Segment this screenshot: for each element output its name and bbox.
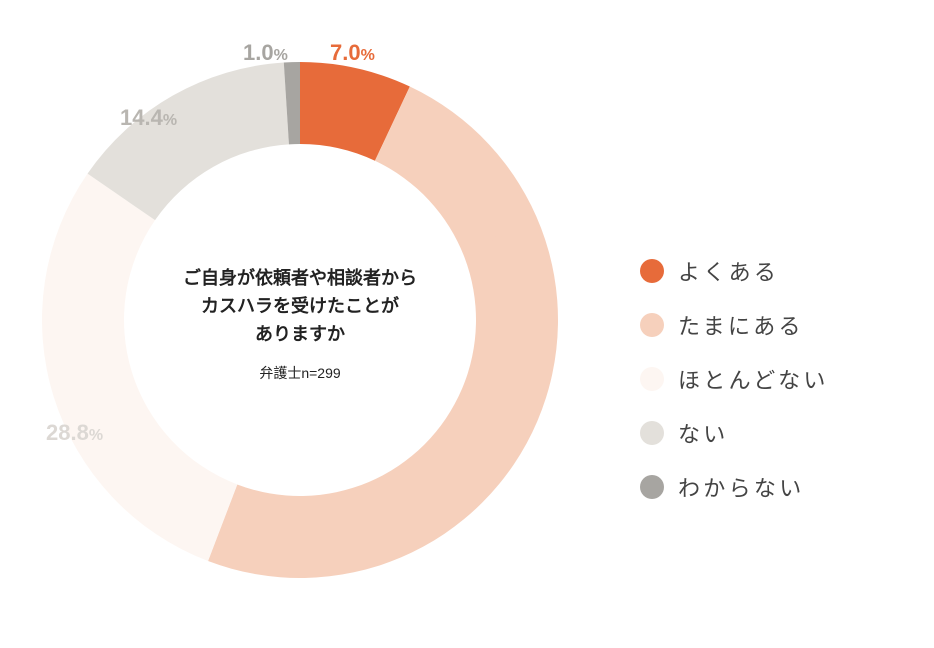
slice-label-4: 1.0% bbox=[243, 40, 288, 66]
legend-swatch-icon bbox=[640, 313, 664, 337]
chart-center-caption: ご自身が依頼者や相談者からカスハラを受けたことがありますか 弁護士n=299 bbox=[130, 265, 470, 383]
legend-label: わからない bbox=[678, 471, 805, 503]
legend-item-2: ほとんどない bbox=[640, 363, 829, 395]
chart-title-line: ご自身が依頼者や相談者から bbox=[130, 265, 470, 293]
legend-swatch-icon bbox=[640, 421, 664, 445]
legend-swatch-icon bbox=[640, 367, 664, 391]
donut-chart-container: ご自身が依頼者や相談者からカスハラを受けたことがありますか 弁護士n=299 よ… bbox=[0, 0, 934, 648]
legend-item-1: たまにある bbox=[640, 309, 829, 341]
slice-label-2: 28.8% bbox=[46, 420, 103, 446]
chart-title: ご自身が依頼者や相談者からカスハラを受けたことがありますか bbox=[130, 265, 470, 349]
slice-label-1: 48.8% bbox=[480, 225, 537, 251]
chart-title-line: カスハラを受けたことが bbox=[130, 293, 470, 321]
slice-label-0: 7.0% bbox=[330, 40, 375, 66]
legend-label: たまにある bbox=[678, 309, 804, 341]
chart-legend: よくあるたまにあるほとんどないないわからない bbox=[640, 255, 829, 525]
legend-item-3: ない bbox=[640, 417, 829, 449]
legend-label: よくある bbox=[678, 255, 779, 287]
legend-swatch-icon bbox=[640, 475, 664, 499]
legend-label: ない bbox=[678, 417, 729, 449]
chart-title-line: ありますか bbox=[130, 321, 470, 349]
legend-swatch-icon bbox=[640, 259, 664, 283]
chart-subtitle: 弁護士n=299 bbox=[130, 363, 470, 383]
legend-item-0: よくある bbox=[640, 255, 829, 287]
slice-label-3: 14.4% bbox=[120, 105, 177, 131]
legend-label: ほとんどない bbox=[678, 363, 829, 395]
legend-item-4: わからない bbox=[640, 471, 829, 503]
